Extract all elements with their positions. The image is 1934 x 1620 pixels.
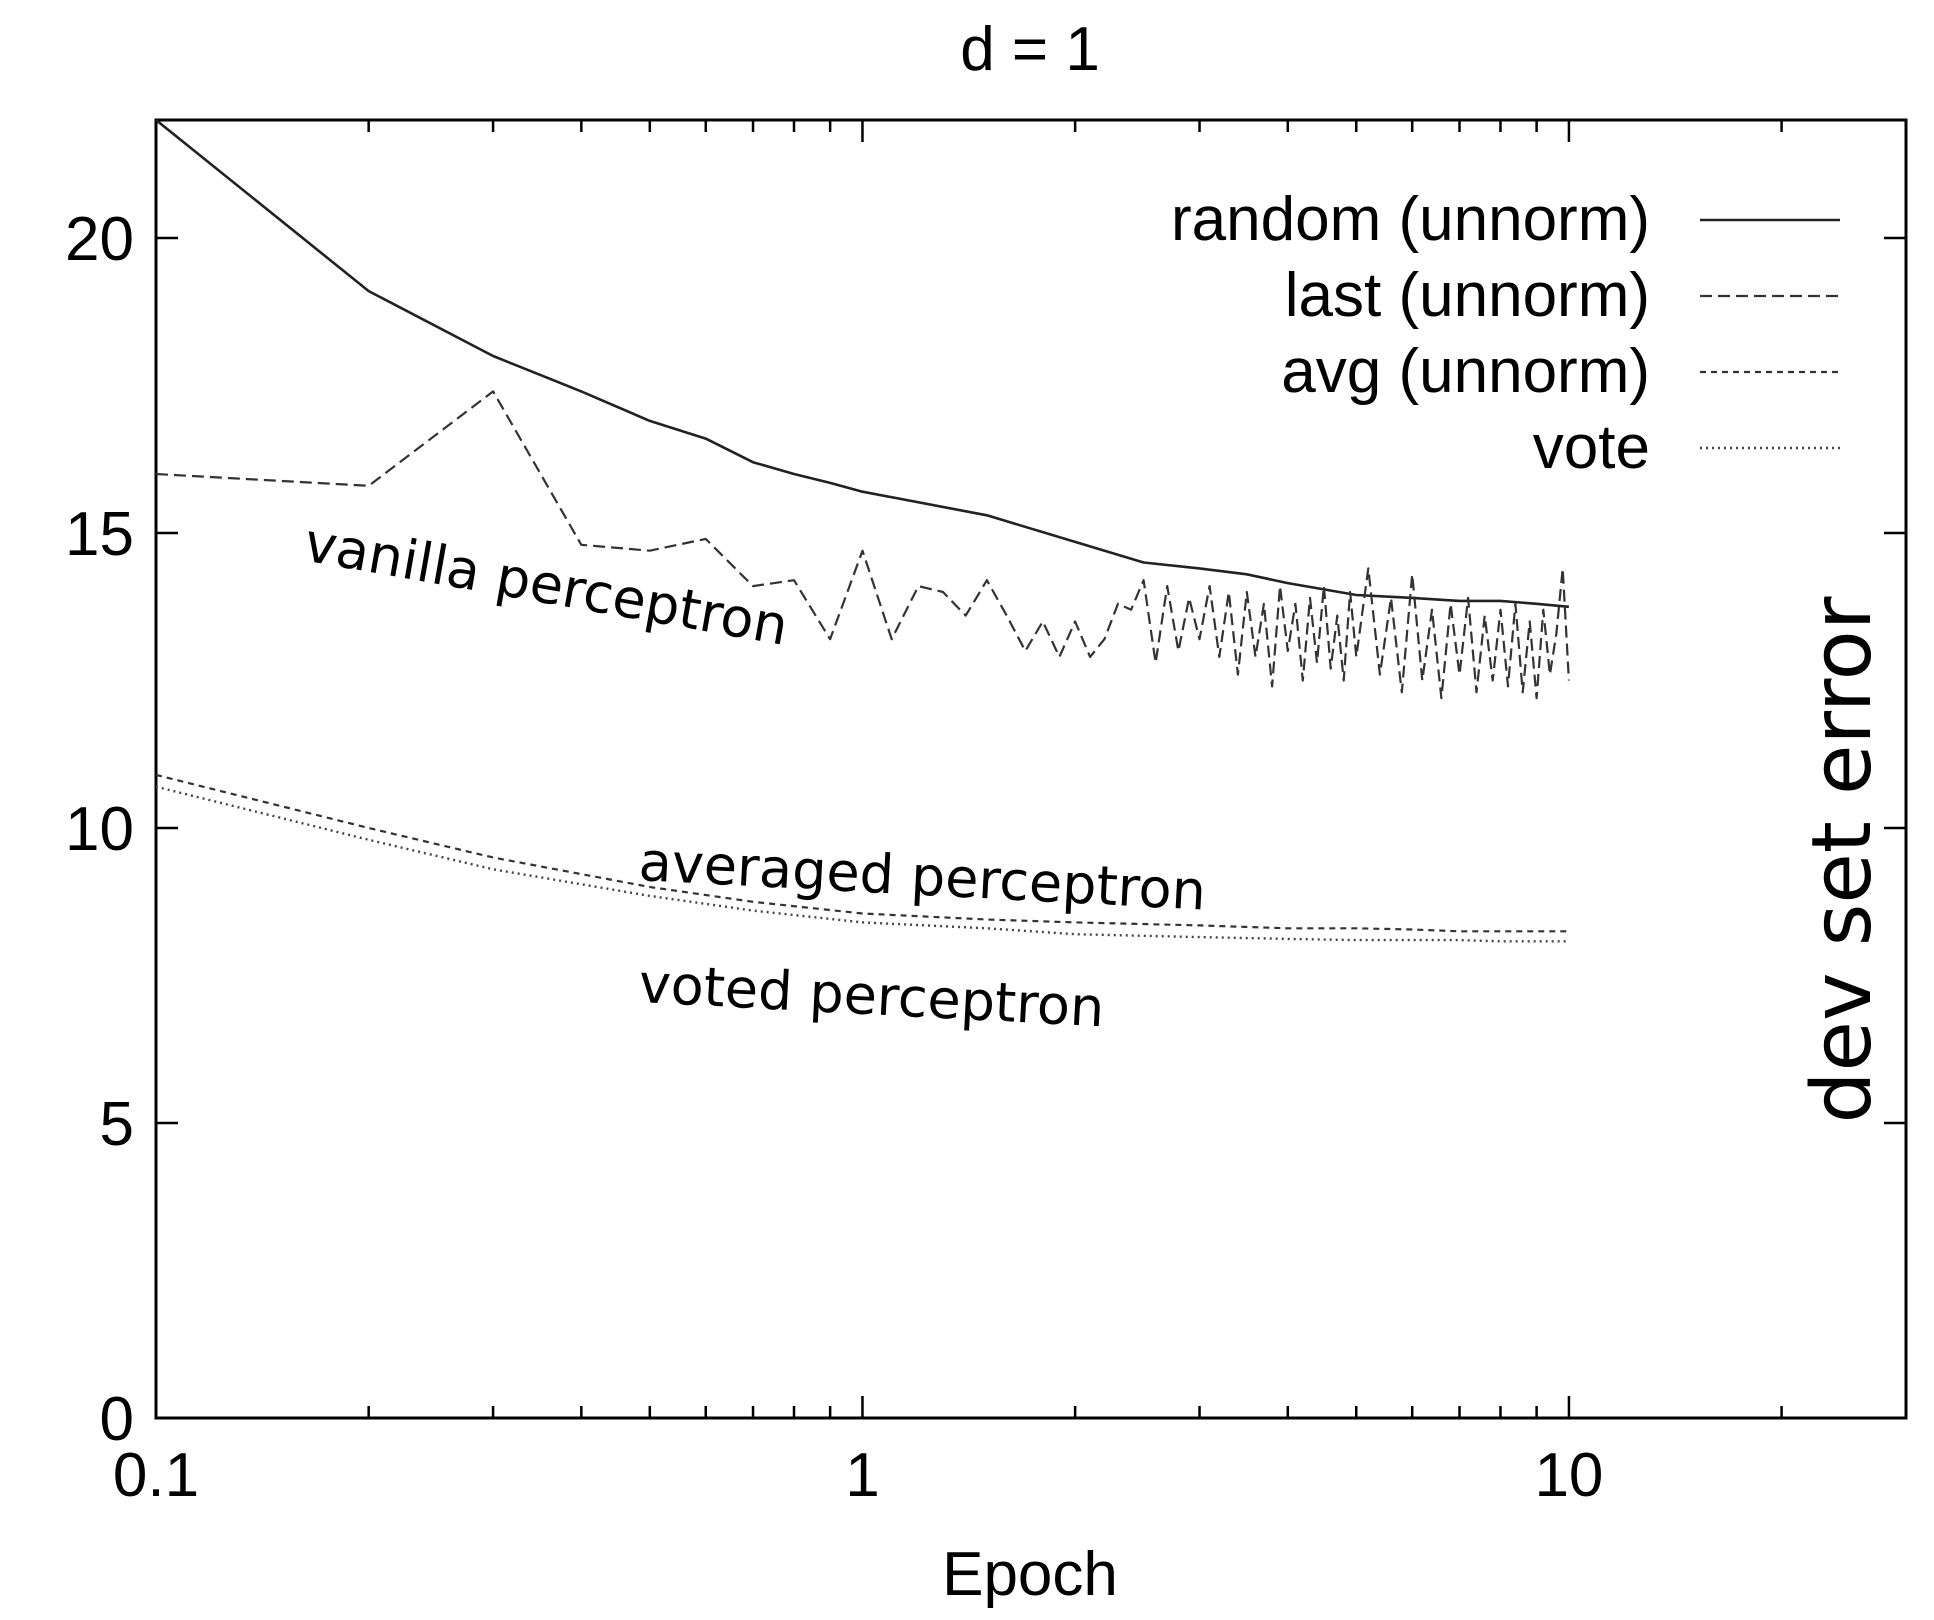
chart-title: d = 1 xyxy=(960,15,1100,84)
x-axis-label: Epoch xyxy=(942,1540,1118,1609)
series-line-3 xyxy=(155,785,1569,943)
y-tick-label: 10 xyxy=(65,795,134,864)
legend-label: avg (unnorm) xyxy=(1281,337,1650,406)
annotation-label: vanilla perceptron xyxy=(300,511,793,658)
series-line-2 xyxy=(155,773,1569,933)
y-tick-label: 20 xyxy=(65,205,134,274)
legend-label: vote xyxy=(1533,413,1650,482)
series-lines xyxy=(155,118,1570,943)
annotations: vanilla perceptron averaged perceptron vot… xyxy=(300,511,1208,1040)
y-axis-ticks: 0 5 10 15 20 xyxy=(65,205,1906,1454)
plot-area xyxy=(154,118,1908,1420)
series-line-0 xyxy=(155,118,1570,609)
y-tick-label: 0 xyxy=(100,1385,134,1454)
y-axis-label: dev set error xyxy=(1795,596,1890,1123)
x-tick-label: 1 xyxy=(845,1441,879,1510)
legend: random (unnorm) last (unnorm) avg (unnorm)… xyxy=(1171,185,1840,482)
series-line-1 xyxy=(155,390,1570,700)
legend-label: random (unnorm) xyxy=(1171,185,1650,254)
annotation-label: voted perceptron xyxy=(637,952,1106,1039)
x-tick-label: 10 xyxy=(1534,1441,1603,1510)
annotation-label: averaged perceptron xyxy=(637,830,1207,923)
y-tick-label: 15 xyxy=(65,500,134,569)
x-tick-label: 0.1 xyxy=(113,1441,199,1510)
x-axis-ticks: 0.1 1 10 xyxy=(113,120,1908,1510)
legend-label: last (unnorm) xyxy=(1285,261,1650,330)
y-tick-label: 5 xyxy=(100,1090,134,1159)
